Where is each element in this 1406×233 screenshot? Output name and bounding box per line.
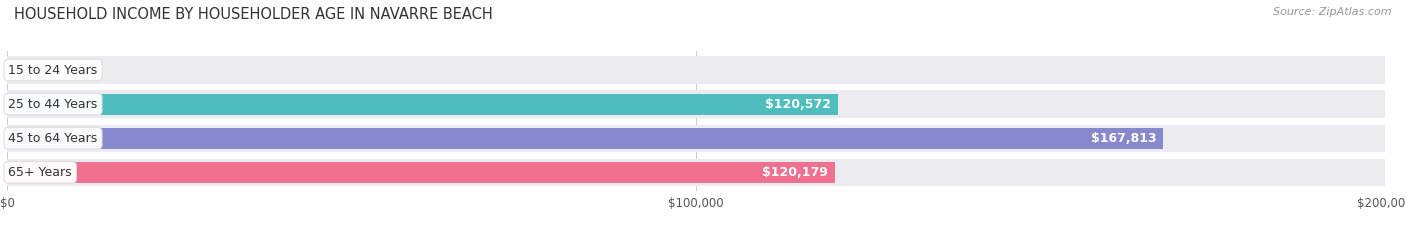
Text: 45 to 64 Years: 45 to 64 Years: [8, 132, 97, 145]
Text: $167,813: $167,813: [1091, 132, 1156, 145]
Text: 65+ Years: 65+ Years: [8, 166, 72, 179]
Text: $120,179: $120,179: [762, 166, 828, 179]
Text: $0: $0: [18, 64, 34, 76]
Bar: [7, 159, 1385, 186]
Text: $120,572: $120,572: [765, 98, 831, 111]
Text: 25 to 44 Years: 25 to 44 Years: [8, 98, 97, 111]
Bar: [7, 93, 838, 115]
Text: Source: ZipAtlas.com: Source: ZipAtlas.com: [1274, 7, 1392, 17]
Bar: [7, 128, 1163, 149]
Text: 15 to 24 Years: 15 to 24 Years: [8, 64, 97, 76]
Bar: [7, 125, 1385, 152]
Bar: [7, 162, 835, 183]
Bar: [7, 56, 1385, 84]
Bar: [7, 90, 1385, 118]
Text: HOUSEHOLD INCOME BY HOUSEHOLDER AGE IN NAVARRE BEACH: HOUSEHOLD INCOME BY HOUSEHOLDER AGE IN N…: [14, 7, 494, 22]
